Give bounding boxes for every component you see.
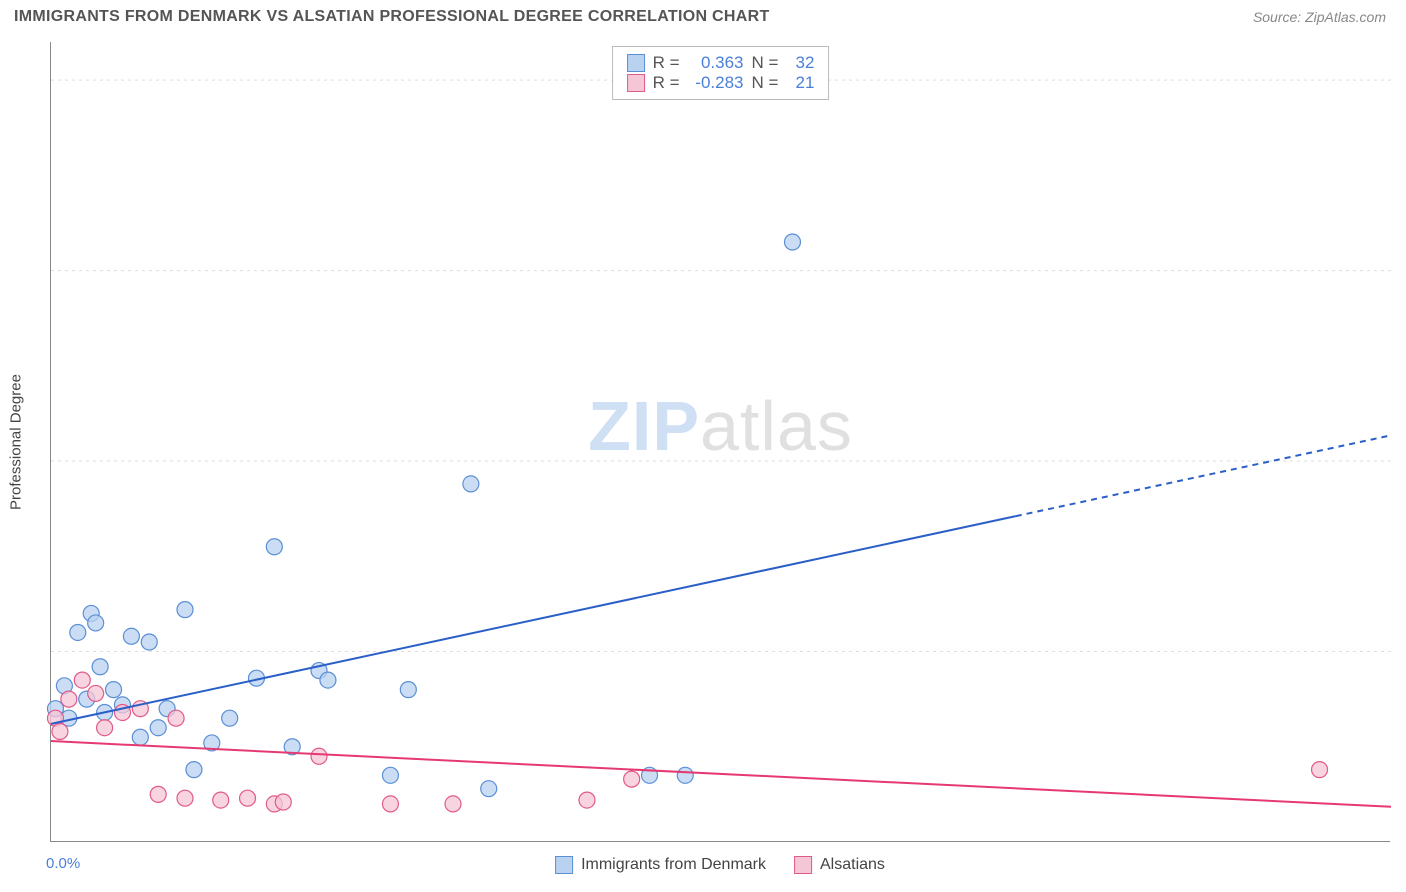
legend-item-series-1: Immigrants from Denmark bbox=[555, 856, 766, 874]
stats-legend: R = 0.363 N = 32 R = -0.283 N = 21 bbox=[612, 46, 830, 100]
plot-area: Professional Degree ZIPatlas R = 0.363 N… bbox=[50, 42, 1390, 842]
legend-item-series-2: Alsatians bbox=[794, 856, 885, 874]
plot-svg bbox=[51, 42, 1391, 842]
x-tick-min: 0.0% bbox=[46, 855, 80, 872]
y-axis-label: Professional Degree bbox=[8, 374, 25, 510]
swatch-series-2 bbox=[627, 74, 645, 92]
stats-row-series-2: R = -0.283 N = 21 bbox=[627, 73, 815, 93]
swatch-series-2 bbox=[794, 856, 812, 874]
source-label: Source: ZipAtlas.com bbox=[1253, 9, 1386, 25]
chart-title: IMMIGRANTS FROM DENMARK VS ALSATIAN PROF… bbox=[14, 8, 770, 26]
stats-row-series-1: R = 0.363 N = 32 bbox=[627, 53, 815, 73]
swatch-series-1 bbox=[555, 856, 573, 874]
plot-frame: ZIPatlas R = 0.363 N = 32 R = -0.283 N =… bbox=[50, 42, 1390, 842]
swatch-series-1 bbox=[627, 54, 645, 72]
bottom-legend: Immigrants from Denmark Alsatians bbox=[555, 856, 885, 874]
